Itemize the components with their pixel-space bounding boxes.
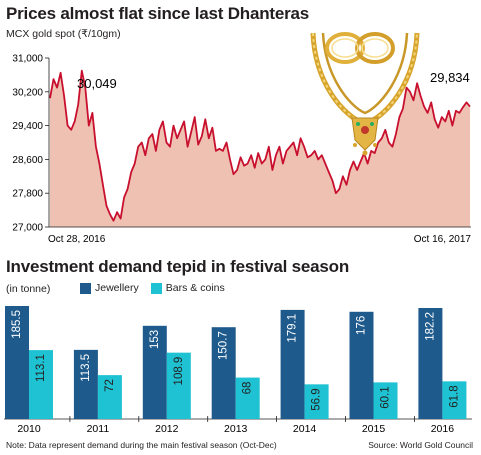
bar-bars-coins <box>304 384 329 419</box>
annotation-end-price: 29,834 <box>430 70 470 85</box>
value-label-jewellery: 153 <box>149 330 161 349</box>
bar-jewellery <box>73 349 98 419</box>
value-label-jewellery: 179.1 <box>287 314 299 343</box>
x-category-label: 2014 <box>293 423 317 435</box>
bar-jewellery <box>280 309 305 419</box>
bar-bars-coins <box>373 382 398 419</box>
y-tick-label: 27,000 <box>12 223 43 234</box>
bar-bars-coins <box>235 377 260 419</box>
legend: Jewellery Bars & coins <box>80 282 225 294</box>
x-label-start: Oct 28, 2016 <box>48 234 106 245</box>
value-label-bars-coins: 72 <box>104 379 116 392</box>
x-category-label: 2015 <box>362 423 386 435</box>
y-tick-label: 30,200 <box>12 87 43 98</box>
footnote: Note: Data represent demand during the m… <box>6 440 277 450</box>
value-label-jewellery: 176 <box>356 316 368 335</box>
value-label-jewellery: 185.5 <box>11 310 23 339</box>
x-category-label: 2012 <box>155 423 179 435</box>
value-label-bars-coins: 68 <box>242 382 254 395</box>
legend-swatch-jewellery <box>80 282 91 294</box>
y-tick-label: 29,400 <box>12 121 43 132</box>
x-category-label: 2013 <box>224 423 248 435</box>
bar-bars-coins <box>97 375 122 419</box>
x-category-label: 2016 <box>431 423 455 435</box>
x-category-label: 2010 <box>17 423 41 435</box>
price-chart: 31,000 30,200 29,400 28,600 27,800 27,000 Oct… <box>12 32 472 245</box>
value-label-bars-coins: 56.9 <box>311 388 323 410</box>
value-label-jewellery: 182.2 <box>424 312 436 341</box>
price-chart-title: Prices almost flat since last Dhanteras <box>6 4 310 23</box>
price-line <box>49 69 471 222</box>
demand-chart-ylabel: (in tonne) <box>6 283 51 295</box>
source-note: Source: World Gold Council <box>368 440 473 450</box>
annotation-start-price: 30,049 <box>77 76 117 91</box>
bar-jewellery <box>418 308 443 419</box>
bar-jewellery <box>211 327 236 419</box>
bar-jewellery <box>142 325 167 419</box>
gold-necklace-icon <box>310 32 420 156</box>
legend-label-jewellery: Jewellery <box>95 282 139 294</box>
demand-chart-title: Investment demand tepid in festival seas… <box>6 257 350 276</box>
x-category-label: 2011 <box>87 423 110 435</box>
bar-bars-coins <box>442 381 467 419</box>
price-area <box>50 70 470 227</box>
bar-jewellery <box>349 311 374 419</box>
value-label-jewellery: 150.7 <box>218 331 230 360</box>
legend-swatch-bars-coins <box>150 282 162 294</box>
bar-bars-coins <box>29 350 53 419</box>
value-label-bars-coins: 108.9 <box>173 357 185 386</box>
value-label-jewellery: 113.5 <box>80 354 92 382</box>
y-tick-label: 31,000 <box>12 54 43 65</box>
value-label-bars-coins: 113.1 <box>35 354 47 382</box>
x-label-end: Oct 16, 2017 <box>414 234 472 245</box>
value-label-bars-coins: 61.8 <box>448 385 460 407</box>
price-chart-ylabel: MCX gold spot (₹/10gm) <box>6 28 121 40</box>
legend-label-bars-coins: Bars & coins <box>165 282 225 294</box>
bar-bars-coins <box>166 352 191 419</box>
bar-jewellery <box>5 306 29 419</box>
price-y-ticks: 31,000 30,200 29,400 28,600 27,800 27,000 <box>12 54 49 234</box>
value-label-bars-coins: 60.1 <box>380 386 392 408</box>
y-tick-label: 28,600 <box>12 155 43 166</box>
y-tick-label: 27,800 <box>12 189 43 200</box>
